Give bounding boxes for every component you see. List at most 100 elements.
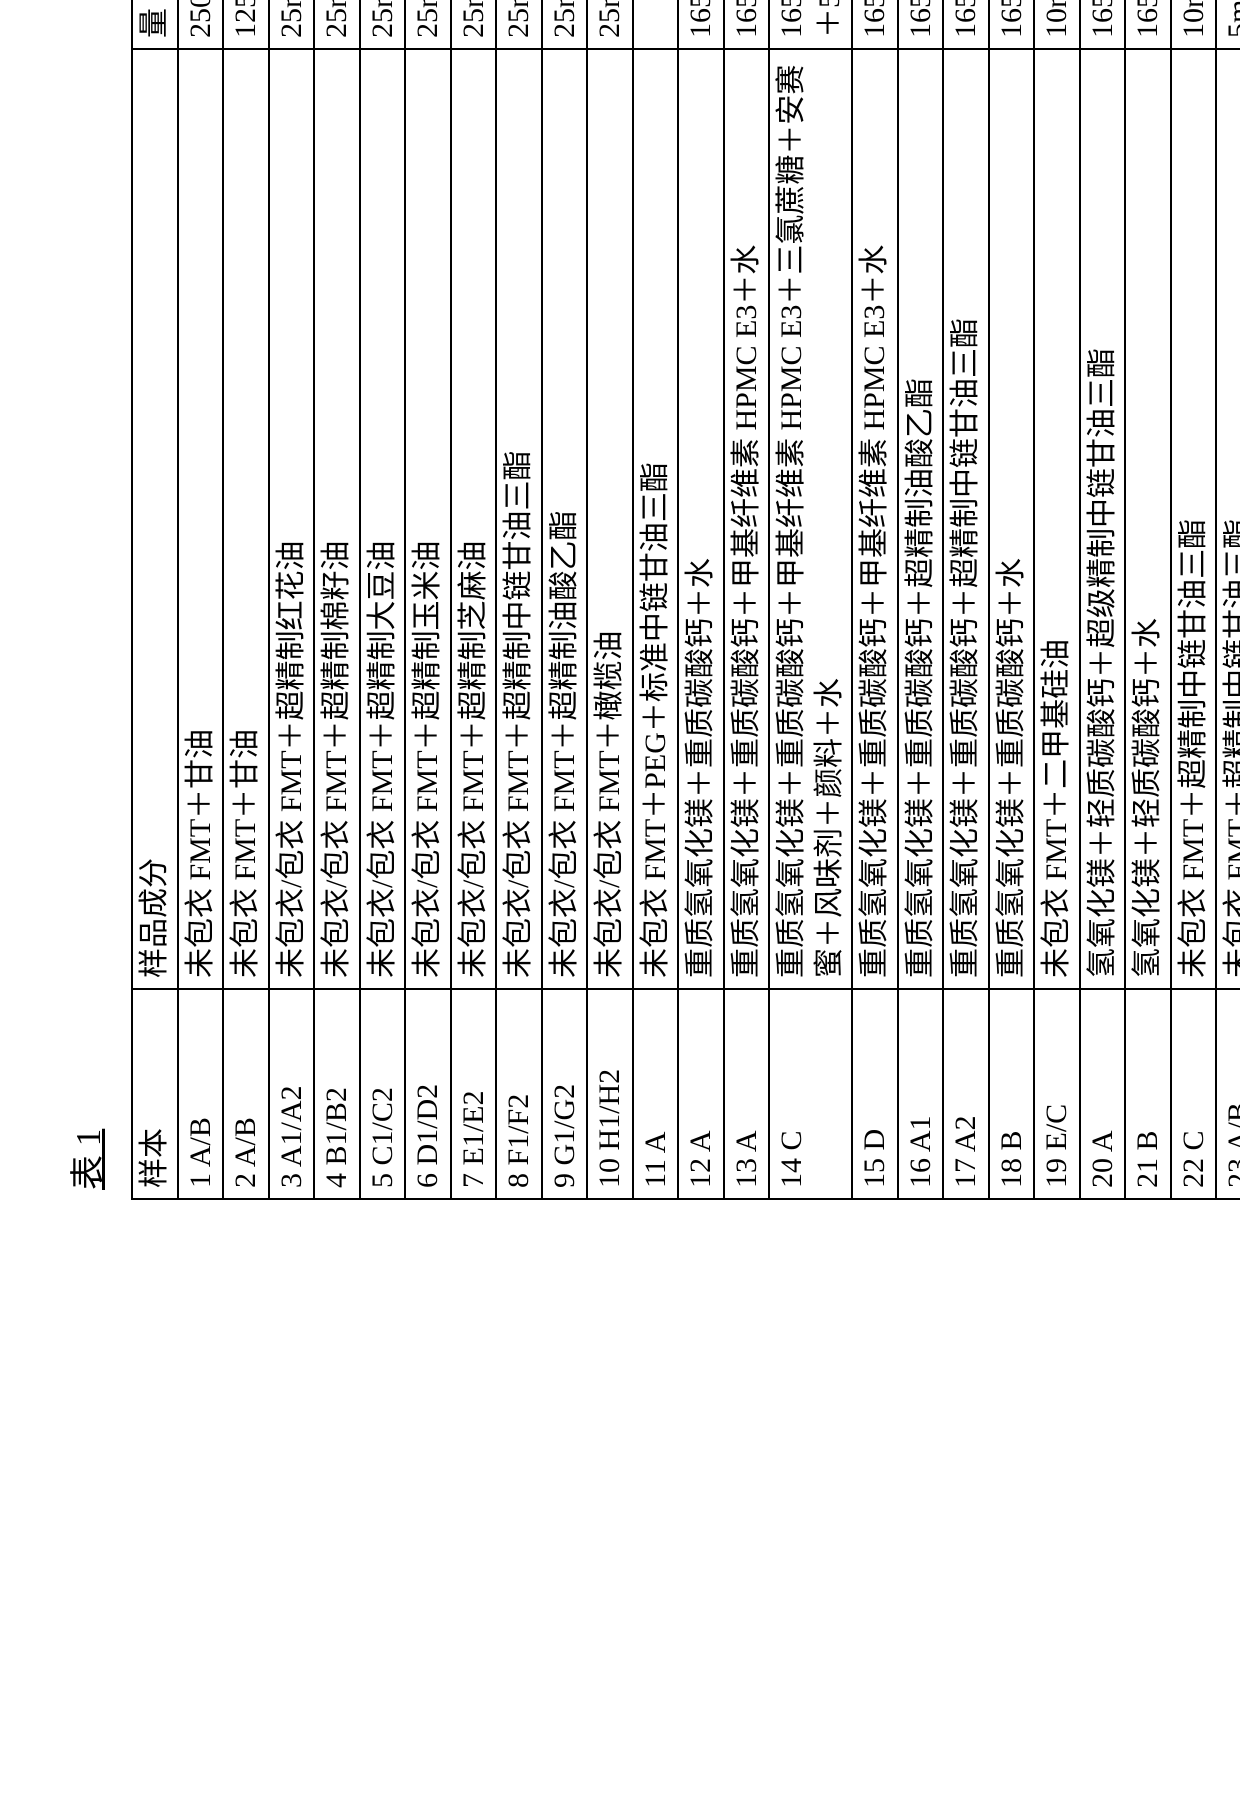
cell-sample: 5 C1/C2: [360, 989, 406, 1199]
table-row: 23 A/B未包衣 FMT＋超精制中链甘油三酯5mg＋20ml/5mg＋10ml: [1216, 0, 1240, 1199]
cell-sample: 3 A1/A2: [269, 989, 315, 1199]
table-body: 1 A/B未包衣 FMT＋甘油250mg＋50ml/500mg＋50ml2 A/…: [178, 0, 1240, 1199]
table-row: 22 C未包衣 FMT＋超精制中链甘油三酯10mg＋5ml: [1171, 0, 1217, 1199]
cell-composition: 未包衣/包衣 FMT＋超精制玉米油: [405, 49, 451, 989]
cell-sample: 10 H1/H2: [587, 989, 633, 1199]
cell-composition: 未包衣/包衣 FMT＋超精制棉籽油: [314, 49, 360, 989]
cell-sample: 15 D: [852, 989, 898, 1199]
table-row: 14 C重质氢氧化镁＋重质碳酸钙＋甲基纤维素 HPMC E3＋三氯蔗糖＋安赛蜜＋…: [769, 0, 852, 1199]
cell-sample: 9 G1/G2: [542, 989, 588, 1199]
table-row: 6 D1/D2未包衣/包衣 FMT＋超精制玉米油25mg＋5ml/290mg＋5…: [405, 0, 451, 1199]
table-row: 18 B重质氢氧化镁＋重质碳酸钙＋水165mg＋800mg＋5ml: [989, 0, 1035, 1199]
cell-composition: 未包衣/包衣 FMT＋超精制芝麻油: [451, 49, 497, 989]
col-header-sample: 样本: [132, 989, 178, 1199]
table-header-row: 样本 样品成分 量: [132, 0, 178, 1199]
cell-sample: 16 A1: [898, 989, 944, 1199]
cell-quantity: 165mg＋800mg＋5ml: [1125, 0, 1171, 49]
cell-sample: 13 A: [724, 989, 770, 1199]
cell-composition: 未包衣 FMT＋二甲基硅油: [1034, 49, 1080, 989]
cell-quantity: 165mg＋800mg＋500mg＋30mg＋15mg＋50mg＋5mg＋353…: [769, 0, 852, 49]
cell-quantity: 25mg＋5ml/290mg＋5ml: [405, 0, 451, 49]
table-row: 15 D重质氢氧化镁＋重质碳酸钙＋甲基纤维素 HPMC E3＋水165mg＋80…: [852, 0, 898, 1199]
cell-composition: 未包衣 FMT＋PEG＋标准中链甘油三酯: [633, 49, 679, 989]
cell-quantity: 10mg＋2ml/20mg＋4g: [1034, 0, 1080, 49]
page-container: 表 1 样本 样品成分 量 1 A/B未包衣 FMT＋甘油250mg＋50ml/…: [0, 0, 1240, 1240]
cell-sample: 22 C: [1171, 989, 1217, 1199]
cell-composition: 重质氢氧化镁＋重质碳酸钙＋水: [989, 49, 1035, 989]
cell-sample: 1 A/B: [178, 989, 224, 1199]
cell-sample: 23 A/B: [1216, 989, 1240, 1199]
table-row: 9 G1/G2未包衣/包衣 FMT＋超精制油酸乙酯25mg＋5ml/290mg＋…: [542, 0, 588, 1199]
cell-sample: 20 A: [1080, 989, 1126, 1199]
cell-quantity: 125mg＋25ml/250mg＋25ml: [223, 0, 269, 49]
cell-quantity: 165mg＋800mg＋5ml: [1080, 0, 1126, 49]
cell-quantity: 25mg＋5ml/290mg＋5ml: [269, 0, 315, 49]
cell-composition: 重质氢氧化镁＋重质碳酸钙＋超精制中链甘油三酯: [943, 49, 989, 989]
cell-sample: 18 B: [989, 989, 1035, 1199]
cell-quantity: 165mg＋800mg＋5ml: [943, 0, 989, 49]
table-row: 12 A重质氢氧化镁＋重质碳酸钙＋水165mg＋800mg＋4035mg: [678, 0, 724, 1199]
cell-quantity: 25mg＋5ml/290mg＋5ml: [496, 0, 542, 49]
cell-composition: 氢氧化镁＋轻质碳酸钙＋水: [1125, 49, 1171, 989]
table-row: 11 A未包衣 FMT＋PEG＋标准中链甘油三酯: [633, 0, 679, 1199]
cell-sample: 21 B: [1125, 989, 1171, 1199]
cell-composition: 未包衣/包衣 FMT＋超精制红花油: [269, 49, 315, 989]
cell-composition: 未包衣/包衣 FMT＋超精制油酸乙酯: [542, 49, 588, 989]
cell-quantity: 165mg＋800mg＋5ml: [989, 0, 1035, 49]
cell-composition: 未包衣/包衣 FMT＋超精制中链甘油三酯: [496, 49, 542, 989]
cell-composition: 未包衣/包衣 FMT＋橄榄油: [587, 49, 633, 989]
table-row: 7 E1/E2未包衣/包衣 FMT＋超精制芝麻油25mg＋5ml/290mg＋5…: [451, 0, 497, 1199]
cell-quantity: 10mg＋5ml: [1171, 0, 1217, 49]
table-title: 表 1: [60, 0, 111, 1190]
table-row: 5 C1/C2未包衣/包衣 FMT＋超精制大豆油25mg＋5ml/290mg＋5…: [360, 0, 406, 1199]
cell-sample: 19 E/C: [1034, 989, 1080, 1199]
table-row: 10 H1/H2未包衣/包衣 FMT＋橄榄油25mg＋5ml/290mg＋5ml: [587, 0, 633, 1199]
cell-composition: 未包衣 FMT＋超精制中链甘油三酯: [1171, 49, 1217, 989]
cell-composition: 重质氢氧化镁＋重质碳酸钙＋甲基纤维素 HPMC E3＋水: [852, 49, 898, 989]
cell-quantity: 165mg＋800mg＋500mg＋3535mg: [724, 0, 770, 49]
cell-sample: 17 A2: [943, 989, 989, 1199]
col-header-composition: 样品成分: [132, 49, 178, 989]
col-header-quantity: 量: [132, 0, 178, 49]
cell-sample: 2 A/B: [223, 989, 269, 1199]
cell-composition: 氢氧化镁＋轻质碳酸钙＋超级精制中链甘油三酯: [1080, 49, 1126, 989]
cell-sample: 14 C: [769, 989, 852, 1199]
cell-quantity: 165mg＋800mg＋1000mg＋3535mg: [852, 0, 898, 49]
table-row: 20 A氢氧化镁＋轻质碳酸钙＋超级精制中链甘油三酯165mg＋800mg＋5ml: [1080, 0, 1126, 1199]
cell-quantity: 250mg＋50ml/500mg＋50ml: [178, 0, 224, 49]
cell-sample: 6 D1/D2: [405, 989, 451, 1199]
cell-composition: 未包衣 FMT＋甘油: [223, 49, 269, 989]
cell-sample: 8 F1/F2: [496, 989, 542, 1199]
cell-sample: 11 A: [633, 989, 679, 1199]
cell-quantity: 25mg＋5ml/290mg＋5ml: [360, 0, 406, 49]
table-row: 13 A重质氢氧化镁＋重质碳酸钙＋甲基纤维素 HPMC E3＋水165mg＋80…: [724, 0, 770, 1199]
cell-composition: 重质氢氧化镁＋重质碳酸钙＋甲基纤维素 HPMC E3＋三氯蔗糖＋安赛蜜＋风味剂＋…: [769, 49, 852, 989]
table-row: 16 A1重质氢氧化镁＋重质碳酸钙＋超精制油酸乙酯165mg＋800mg＋5ml: [898, 0, 944, 1199]
cell-composition: 未包衣 FMT＋甘油: [178, 49, 224, 989]
cell-quantity: 25mg＋5ml/290mg＋5ml: [587, 0, 633, 49]
table-row: 3 A1/A2未包衣/包衣 FMT＋超精制红花油25mg＋5ml/290mg＋5…: [269, 0, 315, 1199]
table-row: 19 E/C未包衣 FMT＋二甲基硅油10mg＋2ml/20mg＋4g: [1034, 0, 1080, 1199]
cell-quantity: [633, 0, 679, 49]
cell-quantity: 25mg＋5ml/290mg＋5ml: [542, 0, 588, 49]
table-row: 4 B1/B2未包衣/包衣 FMT＋超精制棉籽油25mg＋5ml/290mg＋5…: [314, 0, 360, 1199]
cell-quantity: 165mg＋800mg＋5ml: [898, 0, 944, 49]
cell-quantity: 25mg＋5ml/290mg＋5ml: [451, 0, 497, 49]
cell-composition: 重质氢氧化镁＋重质碳酸钙＋水: [678, 49, 724, 989]
table-row: 21 B氢氧化镁＋轻质碳酸钙＋水165mg＋800mg＋5ml: [1125, 0, 1171, 1199]
cell-composition: 重质氢氧化镁＋重质碳酸钙＋超精制油酸乙酯: [898, 49, 944, 989]
table-row: 8 F1/F2未包衣/包衣 FMT＋超精制中链甘油三酯25mg＋5ml/290m…: [496, 0, 542, 1199]
cell-sample: 12 A: [678, 989, 724, 1199]
cell-composition: 未包衣/包衣 FMT＋超精制大豆油: [360, 49, 406, 989]
table-row: 17 A2重质氢氧化镁＋重质碳酸钙＋超精制中链甘油三酯165mg＋800mg＋5…: [943, 0, 989, 1199]
cell-sample: 7 E1/E2: [451, 989, 497, 1199]
cell-composition: 未包衣 FMT＋超精制中链甘油三酯: [1216, 49, 1240, 989]
data-table: 样本 样品成分 量 1 A/B未包衣 FMT＋甘油250mg＋50ml/500m…: [131, 0, 1240, 1200]
table-row: 1 A/B未包衣 FMT＋甘油250mg＋50ml/500mg＋50ml: [178, 0, 224, 1199]
cell-quantity: 165mg＋800mg＋4035mg: [678, 0, 724, 49]
cell-composition: 重质氢氧化镁＋重质碳酸钙＋甲基纤维素 HPMC E3＋水: [724, 49, 770, 989]
cell-quantity: 25mg＋5ml/290mg＋5ml: [314, 0, 360, 49]
table-row: 2 A/B未包衣 FMT＋甘油125mg＋25ml/250mg＋25ml: [223, 0, 269, 1199]
cell-quantity: 5mg＋20ml/5mg＋10ml: [1216, 0, 1240, 49]
cell-sample: 4 B1/B2: [314, 989, 360, 1199]
